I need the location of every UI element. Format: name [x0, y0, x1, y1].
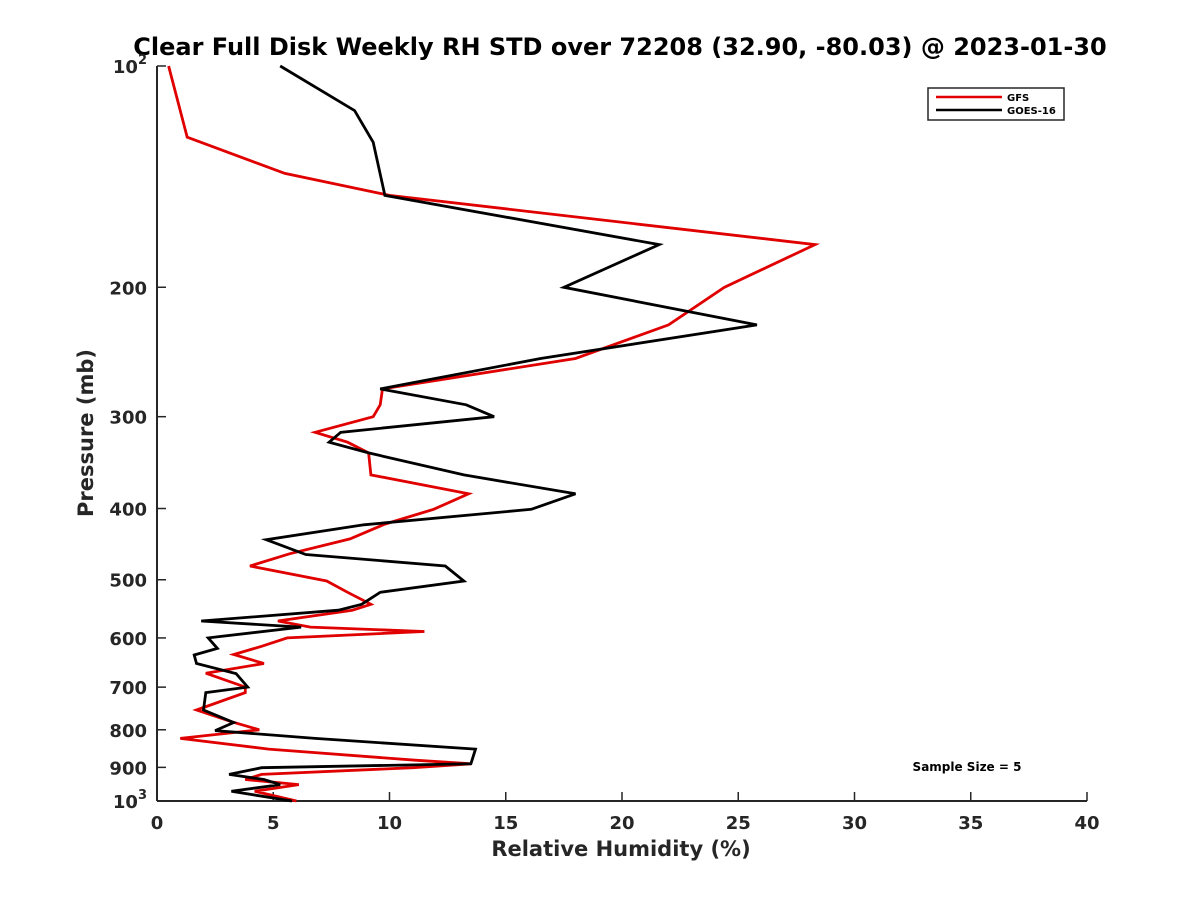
x-ticks: 0 5 10 15 20 25 30 35 40	[151, 792, 1100, 834]
x-tick-label: 5	[267, 813, 280, 834]
legend-label-goes16: GOES-16	[1007, 106, 1056, 117]
y-tick-label: 900	[109, 758, 147, 779]
legend: GFS GOES-16	[927, 87, 1065, 121]
y-tick-label: 103	[113, 788, 147, 813]
y-tick-exponent: 2	[138, 53, 147, 68]
legend-label-gfs: GFS	[1007, 93, 1029, 104]
x-tick-label: 0	[151, 813, 164, 834]
y-tick-label: 600	[109, 629, 147, 650]
x-tick-label: 25	[726, 813, 751, 834]
x-tick-label: 35	[958, 813, 983, 834]
y-tick-exponent: 3	[138, 788, 147, 803]
x-tick-label: 10	[377, 813, 402, 834]
legend-box	[927, 87, 1065, 121]
y-tick-base: 10	[113, 792, 138, 813]
x-axis-label: Relative Humidity (%)	[491, 837, 750, 861]
x-tick-label: 30	[842, 813, 867, 834]
y-tick-label: 300	[109, 408, 147, 429]
y-tick-label: 400	[109, 500, 147, 521]
y-tick-label: 102	[113, 53, 147, 78]
series-group	[167, 64, 821, 803]
y-axis-label: Pressure (mb)	[74, 349, 98, 517]
y-tick-label: 700	[109, 678, 147, 699]
y-tick-label: 200	[109, 278, 147, 299]
y-tick-base: 10	[113, 57, 138, 78]
y-tick-label: 500	[109, 571, 147, 592]
x-tick-label: 20	[609, 813, 634, 834]
series-line-goes16	[192, 64, 758, 803]
chart-title: Clear Full Disk Weekly RH STD over 72208…	[133, 33, 1106, 61]
series-line-gfs	[167, 65, 821, 803]
x-tick-label: 15	[493, 813, 518, 834]
y-tick-label: 800	[109, 721, 147, 742]
x-tick-label: 40	[1074, 813, 1099, 834]
sample-size-annotation: Sample Size = 5	[913, 760, 1022, 774]
